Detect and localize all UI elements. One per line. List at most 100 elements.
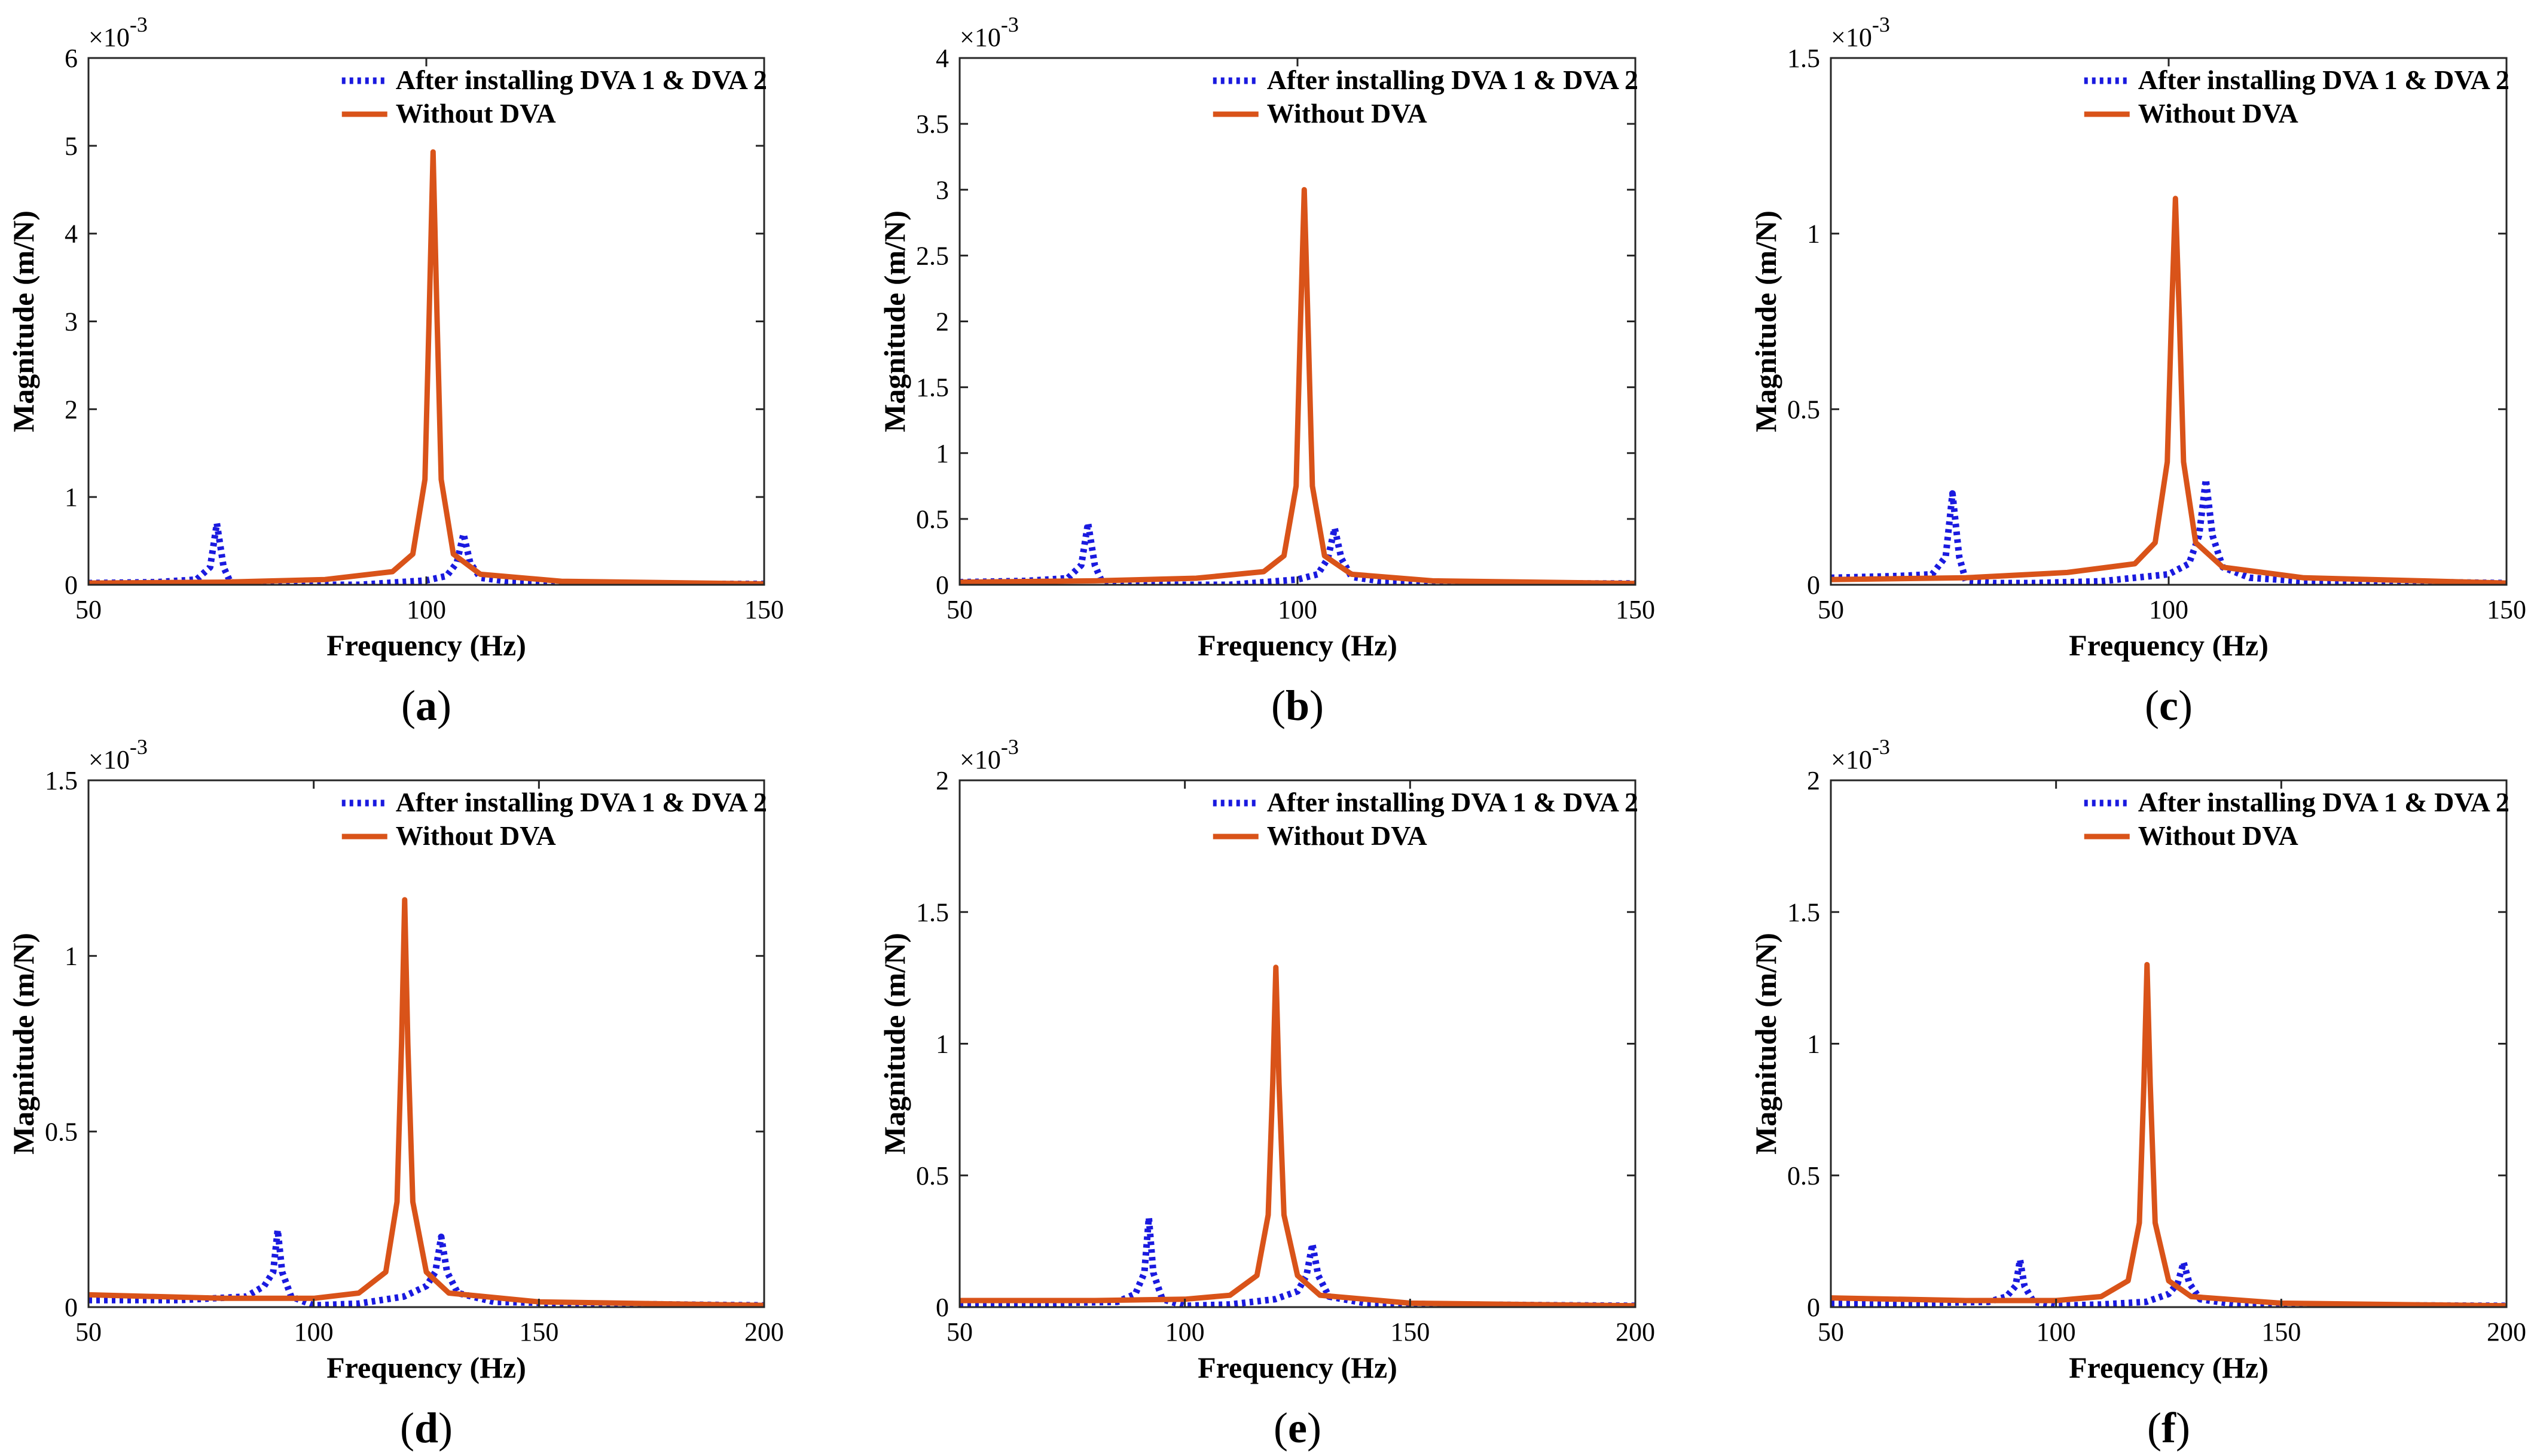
x-tick-label: 150 [1390, 1317, 1430, 1347]
x-tick-label: 100 [294, 1317, 334, 1347]
panel-caption: (f) [2147, 1404, 2190, 1452]
series-without-dva-line [960, 187, 1635, 585]
exponent-base: ×10 [1831, 23, 1872, 52]
y-exponent-label: ×10-3 [1831, 13, 1890, 52]
exponent-power: -3 [130, 735, 148, 759]
x-axis-label: Frequency (Hz) [2069, 1351, 2269, 1384]
caption-open-paren: ( [400, 1404, 414, 1452]
x-tick-label: 50 [1818, 1317, 1844, 1347]
x-tick-label: 150 [519, 1317, 558, 1347]
exponent-base: ×10 [88, 745, 130, 774]
x-tick-label: 100 [2149, 595, 2188, 624]
series-after-dva-line [960, 520, 1635, 585]
x-tick-label: 100 [1165, 1317, 1205, 1347]
x-tick-label: 200 [1616, 1317, 1655, 1347]
legend-label-without-dva: Without DVA [396, 98, 556, 129]
caption-open-paren: ( [1271, 682, 1286, 729]
y-tick-label: 0.5 [916, 1161, 949, 1191]
panel-d: 50 100 150 200 0 0.5 1 1.5 ×10-3 Frequency (Hz) Ma… [7, 735, 784, 1452]
y-tick-label: 0 [65, 1293, 78, 1322]
exponent-base: ×10 [960, 745, 1001, 774]
series-without-dva-line [960, 964, 1635, 1307]
caption-close-paren: ) [1307, 1404, 1321, 1452]
exponent-power: -3 [1001, 735, 1019, 759]
exponent-base: ×10 [960, 23, 1001, 52]
panel-caption: (a) [401, 682, 451, 729]
legend-label-after-dva: After installing DVA 1 & DVA 2 [2138, 787, 2509, 817]
y-axis-label: Magnitude (m/N) [1749, 210, 1782, 432]
y-axis-label: Magnitude (m/N) [878, 210, 911, 432]
series-after-dva-line [88, 520, 764, 585]
legend-label-without-dva: Without DVA [2138, 820, 2298, 851]
series-after-dva-line [88, 1226, 764, 1307]
y-axis-label: Magnitude (m/N) [878, 933, 911, 1155]
legend-label-without-dva: Without DVA [1267, 820, 1427, 851]
y-exponent-label: ×10-3 [88, 735, 148, 774]
y-tick-label: 3 [936, 175, 949, 204]
series-after-dva-line [1831, 476, 2506, 585]
caption-open-paren: ( [2145, 682, 2159, 729]
x-tick-label: 150 [744, 595, 784, 624]
legend-label-without-dva: Without DVA [396, 820, 556, 851]
y-tick-label: 0.5 [1787, 1161, 1820, 1191]
y-tick-label: 1 [1807, 1030, 1820, 1059]
axes-box [87, 779, 765, 1308]
series-without-dva-line [88, 897, 764, 1307]
caption-letter: d [414, 1404, 438, 1452]
series-without-dva-line [1831, 961, 2506, 1307]
exponent-power: -3 [130, 13, 148, 36]
x-tick-label: 50 [75, 595, 102, 624]
legend-label-after-dva: After installing DVA 1 & DVA 2 [396, 787, 767, 817]
y-tick-label: 0.5 [45, 1117, 78, 1146]
caption-letter: f [2161, 1404, 2176, 1452]
caption-open-paren: ( [1274, 1404, 1288, 1452]
legend-label-without-dva: Without DVA [2138, 98, 2298, 129]
panel-caption: (c) [2145, 682, 2193, 729]
exponent-base: ×10 [1831, 745, 1872, 774]
y-tick-label: 3.5 [916, 109, 949, 139]
legend-label-after-dva: After installing DVA 1 & DVA 2 [1267, 65, 1638, 95]
x-axis-label: Frequency (Hz) [1198, 1351, 1397, 1384]
x-tick-label: 150 [1616, 595, 1655, 624]
y-tick-label: 2 [936, 766, 949, 795]
y-axis-label: Magnitude (m/N) [7, 210, 40, 432]
legend-label-without-dva: Without DVA [1267, 98, 1427, 129]
x-tick-label: 100 [1278, 595, 1317, 624]
x-axis-label: Frequency (Hz) [1198, 628, 1397, 662]
caption-close-paren: ) [2178, 682, 2193, 729]
x-axis-label: Frequency (Hz) [326, 1351, 526, 1384]
x-tick-label: 150 [2487, 595, 2526, 624]
axes-box [1830, 779, 2508, 1308]
x-tick-label: 50 [1818, 595, 1844, 624]
y-tick-label: 2.5 [916, 241, 949, 270]
caption-letter: b [1286, 682, 1309, 729]
panel-f: 50 100 150 200 0 0.5 1 1.5 2 ×10-3 Frequency (Hz) M… [1749, 735, 2526, 1452]
y-tick-label: 1.5 [45, 766, 78, 795]
panel-caption: (e) [1274, 1404, 1321, 1452]
legend-label-after-dva: After installing DVA 1 & DVA 2 [2138, 65, 2509, 95]
panel-a: 50 100 150 0 1 2 3 4 5 6 ×10-3 Frequency (Hz) Magnit… [7, 13, 784, 729]
y-tick-label: 0 [936, 1293, 949, 1322]
caption-close-paren: ) [438, 1404, 453, 1452]
axes-box [958, 57, 1637, 586]
y-tick-label: 6 [65, 44, 78, 73]
y-tick-label: 0 [65, 570, 78, 600]
x-tick-label: 50 [75, 1317, 102, 1347]
y-exponent-label: ×10-3 [1831, 735, 1890, 774]
y-tick-label: 0 [1807, 1293, 1820, 1322]
panel-e: 50 100 150 200 0 0.5 1 1.5 2 ×10-3 Frequency (Hz) M… [878, 735, 1655, 1452]
legend-label-after-dva: After installing DVA 1 & DVA 2 [1267, 787, 1638, 817]
series-after-dva-line [960, 1214, 1635, 1307]
y-tick-label: 2 [936, 307, 949, 337]
y-exponent-label: ×10-3 [960, 735, 1019, 774]
y-tick-label: 1 [936, 1030, 949, 1059]
x-tick-label: 200 [2487, 1317, 2526, 1347]
panel-b: 50 100 150 0 0.5 1 1.5 2 2.5 3 3.5 4 ×10-3 Frequency … [878, 13, 1655, 729]
y-tick-label: 2 [65, 395, 78, 424]
y-tick-label: 4 [936, 44, 949, 73]
caption-close-paren: ) [2176, 1404, 2190, 1452]
x-tick-label: 50 [947, 1317, 973, 1347]
y-tick-label: 0.5 [1787, 395, 1820, 424]
exponent-power: -3 [1872, 735, 1890, 759]
